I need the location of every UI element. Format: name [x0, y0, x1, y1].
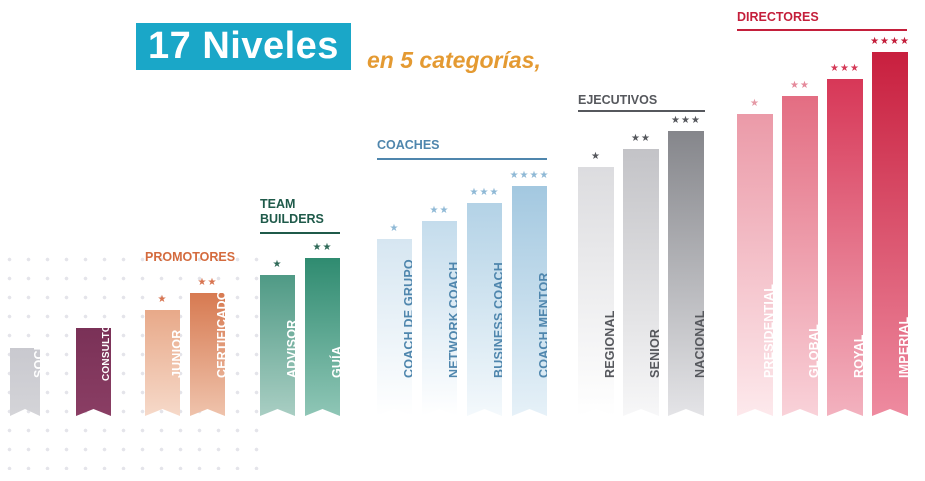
- level-label: REGIONAL: [603, 310, 617, 378]
- category-underline: [377, 158, 547, 160]
- level-bar-network-coach: NETWORK COACH: [422, 221, 457, 416]
- level-label: PRESIDENTIAL: [762, 283, 776, 378]
- level-stars: ★★★: [469, 187, 500, 198]
- category-directores: DIRECTORES: [737, 10, 819, 24]
- level-stars: ★★: [429, 205, 450, 216]
- level-bar-consultor: CONSULTOR: [76, 328, 111, 416]
- level-bar-guia: GUÍA: [305, 258, 340, 416]
- subtitle: en 5 categorías,: [367, 47, 541, 73]
- category-underline: [578, 110, 705, 112]
- level-label: ROYAL: [852, 334, 866, 378]
- category-coaches: COACHES: [377, 138, 440, 152]
- level-label: GLOBAL: [807, 324, 821, 378]
- category-team-builders: TEAM BUILDERS: [260, 197, 324, 226]
- level-stars: ★★: [631, 133, 651, 144]
- level-label: COACH DE GRUPO: [401, 259, 416, 378]
- level-bar-junior: JUNIOR: [145, 310, 180, 416]
- level-label: IMPERIAL: [897, 316, 911, 378]
- level-bar-business-coach: BUSINESS COACH: [467, 203, 502, 416]
- level-stars: ★★: [197, 277, 218, 288]
- category-promotores: PROMOTORES: [145, 250, 236, 264]
- category-underline: [737, 29, 907, 31]
- level-stars: ★★: [790, 80, 810, 91]
- level-bar-royal: ROYAL: [827, 79, 863, 416]
- level-stars: ★★★: [671, 115, 701, 126]
- level-label: COACH MENTOR: [536, 272, 551, 378]
- level-label: NACIONAL: [693, 310, 707, 378]
- level-label: SENIOR: [648, 328, 662, 378]
- level-bar-global: GLOBAL: [782, 96, 818, 416]
- level-bar-socio: SOCIO: [10, 348, 40, 416]
- level-stars: ★: [157, 294, 168, 305]
- level-stars: ★★: [312, 242, 333, 253]
- level-bar-coach-de-grupo: COACH DE GRUPO: [377, 239, 412, 416]
- level-stars: ★: [750, 98, 760, 109]
- level-bar-certificado: CERTIFICADO: [190, 293, 225, 416]
- level-label: BUSINESS COACH: [491, 261, 506, 378]
- level-bar-presidential: PRESIDENTIAL: [737, 114, 773, 416]
- level-label: NETWORK COACH: [446, 261, 461, 378]
- level-bar-advisor: ADVISOR: [260, 275, 295, 416]
- level-label: ADVISOR: [284, 319, 299, 378]
- level-stars: ★: [272, 259, 283, 270]
- category-ejecutivos: EJECUTIVOS: [578, 93, 658, 107]
- level-stars: ★★★: [830, 63, 860, 74]
- level-bar-regional: REGIONAL: [578, 167, 614, 416]
- level-bar-nacional: NACIONAL: [668, 131, 704, 416]
- level-stars: ★: [591, 151, 601, 162]
- title-text: 17 Niveles: [148, 25, 339, 67]
- level-stars: ★★★★: [509, 170, 550, 181]
- level-bar-coach-mentor: COACH MENTOR: [512, 186, 547, 416]
- level-bar-imperial: IMPERIAL: [872, 52, 908, 416]
- category-underline: [260, 232, 340, 234]
- level-stars: ★: [389, 223, 400, 234]
- level-stars: ★★★★: [870, 36, 910, 47]
- title-badge: 17 Niveles: [136, 23, 351, 70]
- level-bar-senior: SENIOR: [623, 149, 659, 416]
- level-label: GUÍA: [329, 345, 344, 378]
